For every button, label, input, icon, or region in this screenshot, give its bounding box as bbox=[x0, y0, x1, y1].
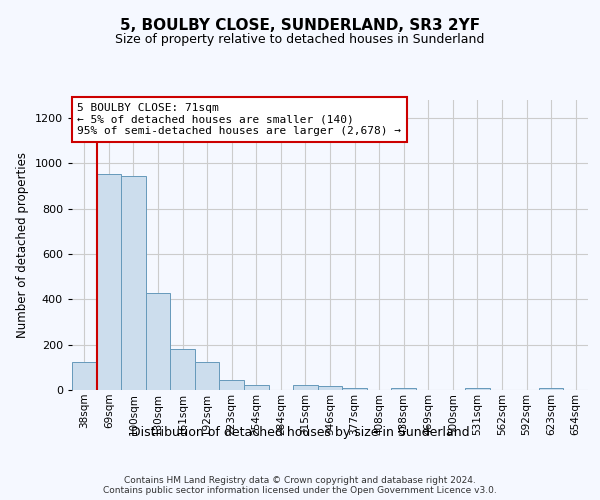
Bar bbox=[318, 386, 342, 390]
Bar bbox=[146, 292, 170, 390]
Bar bbox=[342, 388, 367, 390]
Bar bbox=[97, 174, 121, 390]
Text: Distribution of detached houses by size in Sunderland: Distribution of detached houses by size … bbox=[131, 426, 469, 439]
Text: Contains HM Land Registry data © Crown copyright and database right 2024.
Contai: Contains HM Land Registry data © Crown c… bbox=[103, 476, 497, 495]
Bar bbox=[195, 362, 220, 390]
Y-axis label: Number of detached properties: Number of detached properties bbox=[16, 152, 29, 338]
Bar bbox=[72, 362, 97, 390]
Text: Size of property relative to detached houses in Sunderland: Size of property relative to detached ho… bbox=[115, 34, 485, 46]
Bar bbox=[293, 386, 318, 390]
Bar bbox=[170, 348, 195, 390]
Bar bbox=[220, 380, 244, 390]
Bar bbox=[244, 385, 269, 390]
Bar bbox=[391, 388, 416, 390]
Text: 5, BOULBY CLOSE, SUNDERLAND, SR3 2YF: 5, BOULBY CLOSE, SUNDERLAND, SR3 2YF bbox=[120, 18, 480, 32]
Text: 5 BOULBY CLOSE: 71sqm
← 5% of detached houses are smaller (140)
95% of semi-deta: 5 BOULBY CLOSE: 71sqm ← 5% of detached h… bbox=[77, 103, 401, 136]
Bar bbox=[539, 388, 563, 390]
Bar bbox=[121, 176, 146, 390]
Bar bbox=[465, 388, 490, 390]
